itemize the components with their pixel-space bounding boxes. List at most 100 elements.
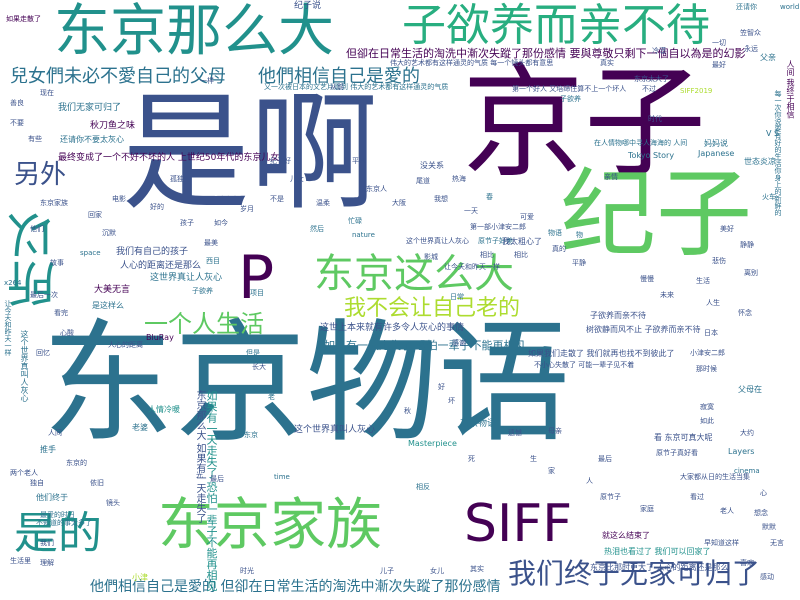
- cloud-word: 长大: [252, 363, 266, 371]
- cloud-word: 影城: [424, 253, 438, 261]
- cloud-word: 世态炎凉: [744, 157, 776, 166]
- cloud-word: 这个世界真叫人灰心: [294, 425, 376, 435]
- cloud-word: 如果我们走散了 我们就再也找不到彼此了: [528, 349, 675, 358]
- cloud-word: 是的: [14, 508, 102, 559]
- cloud-word: 美好: [720, 225, 734, 233]
- cloud-word: 时光: [240, 567, 254, 575]
- cloud-word: 怀念: [738, 309, 752, 317]
- cloud-word: 儿女: [290, 175, 304, 183]
- cloud-word: 日常: [450, 293, 464, 301]
- cloud-word: 东京家族: [40, 199, 68, 207]
- cloud-word: 孤独: [170, 175, 184, 183]
- cloud-word: 生: [530, 455, 537, 463]
- cloud-word: 火车: [762, 193, 776, 201]
- cloud-word: 子欲养而亲不待: [402, 0, 710, 51]
- cloud-word: 还请你不要太灰心: [60, 135, 124, 144]
- cloud-word: 忙碌: [348, 217, 362, 225]
- cloud-word: 纪子: [560, 158, 752, 270]
- cloud-word: 就这么结束了: [602, 531, 650, 540]
- cloud-word: 家: [548, 467, 555, 475]
- cloud-word: SIFF2019: [680, 87, 713, 95]
- cloud-word: 我想: [434, 195, 448, 203]
- cloud-word: 但是: [246, 349, 260, 357]
- cloud-word: 让今天和昨天一样: [444, 263, 500, 271]
- cloud-word: 物: [576, 231, 583, 239]
- cloud-word: 大家都从日的生活当集: [680, 473, 750, 481]
- cloud-word: 原节子真好看: [656, 449, 698, 457]
- cloud-word: 最后: [210, 475, 224, 483]
- cloud-word: 看 东京可真大呢: [654, 433, 713, 442]
- cloud-word: 东京物语: [460, 419, 497, 429]
- cloud-word: 心酸: [60, 329, 74, 337]
- cloud-word: 相比: [480, 251, 494, 259]
- cloud-word: Masterpiece: [408, 439, 457, 448]
- cloud-word: 最终变成了一个不好不坏的人 上世纪50年代的东京儿女: [58, 153, 280, 163]
- cloud-word: 小津: [132, 573, 148, 582]
- cloud-word: 平凡: [352, 157, 366, 165]
- cloud-word: 不是: [270, 195, 284, 203]
- cloud-word: 亲情: [604, 173, 618, 181]
- cloud-word: 京子: [462, 52, 706, 194]
- cloud-word: 这世界真让人灰心: [150, 273, 223, 283]
- cloud-word: 相反: [416, 483, 430, 491]
- cloud-word: 我太粗心了: [502, 237, 542, 246]
- cloud-word: 未来: [660, 291, 674, 299]
- cloud-word: 如果有一天走失了 恐怕一辈子不能再相见: [205, 390, 218, 592]
- cloud-word: 镜头: [106, 499, 120, 507]
- cloud-word: 温柔: [316, 199, 330, 207]
- cloud-word: space: [80, 249, 101, 257]
- cloud-word: 岁月: [240, 205, 254, 213]
- cloud-word: 回忆: [36, 349, 50, 357]
- cloud-word: 东京家族: [158, 493, 382, 558]
- cloud-word: 慢慢: [640, 275, 654, 283]
- cloud-word: x264: [4, 279, 22, 287]
- cloud-word: 日本: [704, 329, 718, 337]
- cloud-word: nature: [352, 231, 375, 239]
- cloud-word: 尾道: [416, 177, 430, 185]
- cloud-word: 最好: [712, 61, 726, 69]
- cloud-word: 原节子好美: [478, 237, 513, 245]
- cloud-word: 父母在: [738, 385, 762, 394]
- cloud-word: 东京: [244, 431, 258, 439]
- cloud-word: 相比: [514, 251, 528, 259]
- cloud-word: Layers: [728, 447, 755, 456]
- cloud-word: 第一个好人 又培缔住算不上一个坏人: [512, 85, 627, 93]
- cloud-word: 人心的距离还是那么: [120, 261, 202, 271]
- cloud-word: 喜欢: [740, 559, 754, 567]
- cloud-word: time: [274, 473, 290, 481]
- cloud-word: 不要: [10, 119, 24, 127]
- cloud-word: 纪子好: [270, 157, 291, 165]
- cloud-word: 他們相信自己是愛的: [258, 66, 420, 87]
- cloud-word: 生活: [696, 277, 710, 285]
- cloud-word: 好的: [150, 203, 164, 211]
- cloud-word: 秋: [404, 407, 411, 415]
- cloud-word: 母亲: [548, 427, 562, 435]
- cloud-word: 最后: [598, 455, 612, 463]
- cloud-word: 那时候: [696, 365, 717, 373]
- cloud-word: 孩子: [180, 219, 194, 227]
- cloud-word: 如今: [214, 219, 228, 227]
- cloud-word: 早知道这样: [704, 539, 739, 547]
- cloud-word: 儿子: [380, 567, 394, 575]
- cloud-word: 好: [438, 383, 445, 391]
- cloud-word: 东京物语: [42, 307, 570, 461]
- cloud-word: 坏: [448, 397, 455, 405]
- cloud-word: 平静: [572, 259, 586, 267]
- cloud-word: 悲伤: [712, 257, 726, 265]
- cloud-word: 物语: [548, 229, 562, 237]
- cloud-word: 人心的距离: [108, 341, 143, 349]
- cloud-word: 秋刀鱼之味: [90, 121, 136, 131]
- cloud-word: 东京人: [366, 185, 387, 193]
- cloud-word: 家庭: [640, 505, 654, 513]
- cloud-word: 东京那么大: [54, 0, 334, 64]
- cloud-word: 他们: [30, 225, 44, 233]
- cloud-word: 一样: [200, 77, 214, 85]
- cloud-word: 大美无言: [94, 285, 131, 295]
- cloud-word: 大约: [740, 429, 754, 437]
- cloud-word: 现在: [40, 89, 54, 97]
- cloud-word: 遗憾: [508, 429, 522, 437]
- cloud-word: 如果走散了: [6, 15, 41, 23]
- cloud-word: 东京太大了: [634, 75, 669, 83]
- cloud-word: 一个人生活: [144, 310, 264, 338]
- cloud-word: 时代: [648, 115, 662, 123]
